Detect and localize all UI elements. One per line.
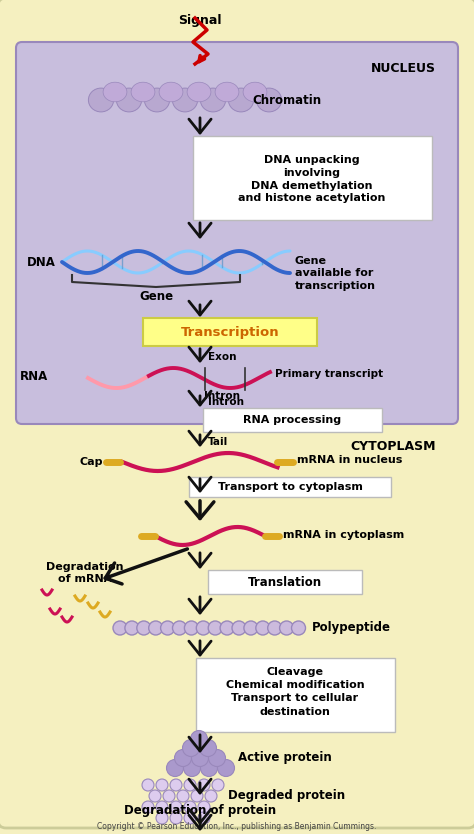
Ellipse shape	[215, 83, 239, 102]
Circle shape	[256, 621, 270, 635]
Text: Intron: Intron	[208, 397, 244, 407]
Circle shape	[170, 779, 182, 791]
FancyBboxPatch shape	[208, 570, 362, 594]
FancyBboxPatch shape	[189, 477, 391, 497]
Text: Degraded protein: Degraded protein	[228, 788, 345, 801]
Circle shape	[218, 760, 235, 776]
Ellipse shape	[256, 88, 282, 112]
Text: Transport to cytoplasm: Transport to cytoplasm	[218, 482, 363, 492]
Text: CYTOPLASM: CYTOPLASM	[350, 440, 436, 453]
FancyBboxPatch shape	[193, 136, 432, 220]
Circle shape	[209, 750, 226, 766]
Circle shape	[170, 801, 182, 813]
Circle shape	[163, 790, 175, 802]
Text: Intron: Intron	[204, 391, 240, 401]
FancyBboxPatch shape	[196, 658, 395, 732]
Ellipse shape	[173, 88, 198, 112]
Ellipse shape	[187, 83, 211, 102]
Circle shape	[156, 779, 168, 791]
Circle shape	[292, 621, 306, 635]
Circle shape	[184, 812, 196, 824]
Circle shape	[232, 621, 246, 635]
FancyBboxPatch shape	[16, 42, 458, 424]
Circle shape	[149, 621, 163, 635]
Ellipse shape	[228, 88, 254, 112]
Circle shape	[212, 779, 224, 791]
Text: DNA unpacking
involving
DNA demethylation
and histone acetylation: DNA unpacking involving DNA demethylatio…	[238, 155, 386, 203]
Circle shape	[198, 812, 210, 824]
Circle shape	[170, 812, 182, 824]
Circle shape	[198, 779, 210, 791]
Circle shape	[191, 731, 208, 747]
Text: Cap: Cap	[80, 457, 103, 467]
Circle shape	[137, 621, 151, 635]
Ellipse shape	[201, 88, 226, 112]
Text: Translation: Translation	[248, 575, 322, 589]
Circle shape	[113, 621, 127, 635]
Circle shape	[184, 779, 196, 791]
Circle shape	[125, 621, 139, 635]
Circle shape	[183, 760, 201, 776]
Ellipse shape	[159, 83, 183, 102]
Circle shape	[166, 760, 183, 776]
Ellipse shape	[243, 83, 267, 102]
FancyBboxPatch shape	[143, 318, 317, 346]
Circle shape	[156, 812, 168, 824]
Circle shape	[200, 740, 217, 756]
Ellipse shape	[131, 83, 155, 102]
Circle shape	[280, 621, 293, 635]
Ellipse shape	[103, 83, 127, 102]
Text: Gene: Gene	[139, 290, 173, 303]
Circle shape	[244, 621, 258, 635]
Circle shape	[161, 621, 174, 635]
Text: Signal: Signal	[178, 14, 221, 27]
Text: mRNA in cytoplasm: mRNA in cytoplasm	[283, 530, 404, 540]
Text: RNA: RNA	[20, 369, 48, 383]
Circle shape	[142, 801, 154, 813]
Text: Chromatin: Chromatin	[252, 93, 321, 107]
Text: Copyright © Pearson Education, Inc., publishing as Benjamin Cummings.: Copyright © Pearson Education, Inc., pub…	[97, 822, 377, 831]
Circle shape	[174, 750, 191, 766]
Text: Degradation
of mRNA: Degradation of mRNA	[46, 562, 124, 584]
Circle shape	[196, 621, 210, 635]
Text: Tail: Tail	[208, 437, 228, 447]
Circle shape	[182, 740, 200, 756]
Circle shape	[184, 801, 196, 813]
Text: RNA processing: RNA processing	[243, 415, 341, 425]
Text: mRNA in nucleus: mRNA in nucleus	[298, 455, 403, 465]
Circle shape	[191, 750, 209, 766]
Text: Cleavage
Chemical modification
Transport to cellular
destination: Cleavage Chemical modification Transport…	[226, 667, 365, 716]
FancyBboxPatch shape	[203, 408, 382, 432]
Circle shape	[220, 621, 234, 635]
Ellipse shape	[88, 88, 114, 112]
Text: Active protein: Active protein	[238, 751, 332, 765]
Circle shape	[201, 760, 218, 776]
Circle shape	[142, 779, 154, 791]
Text: Gene
available for
transcription: Gene available for transcription	[295, 256, 376, 291]
Circle shape	[198, 801, 210, 813]
Text: NUCLEUS: NUCLEUS	[371, 62, 436, 75]
Circle shape	[173, 621, 186, 635]
Text: Polypeptide: Polypeptide	[311, 621, 391, 635]
Circle shape	[268, 621, 282, 635]
Ellipse shape	[117, 88, 142, 112]
Text: Exon: Exon	[208, 352, 237, 362]
Ellipse shape	[145, 88, 170, 112]
Circle shape	[208, 621, 222, 635]
Text: Transcription: Transcription	[181, 325, 279, 339]
Circle shape	[177, 790, 189, 802]
Circle shape	[184, 621, 199, 635]
Text: Degradation of protein: Degradation of protein	[124, 804, 276, 817]
Circle shape	[191, 790, 203, 802]
Circle shape	[156, 801, 168, 813]
Circle shape	[205, 790, 217, 802]
Circle shape	[149, 790, 161, 802]
Text: Primary transcript: Primary transcript	[275, 369, 383, 379]
Text: DNA: DNA	[27, 255, 56, 269]
